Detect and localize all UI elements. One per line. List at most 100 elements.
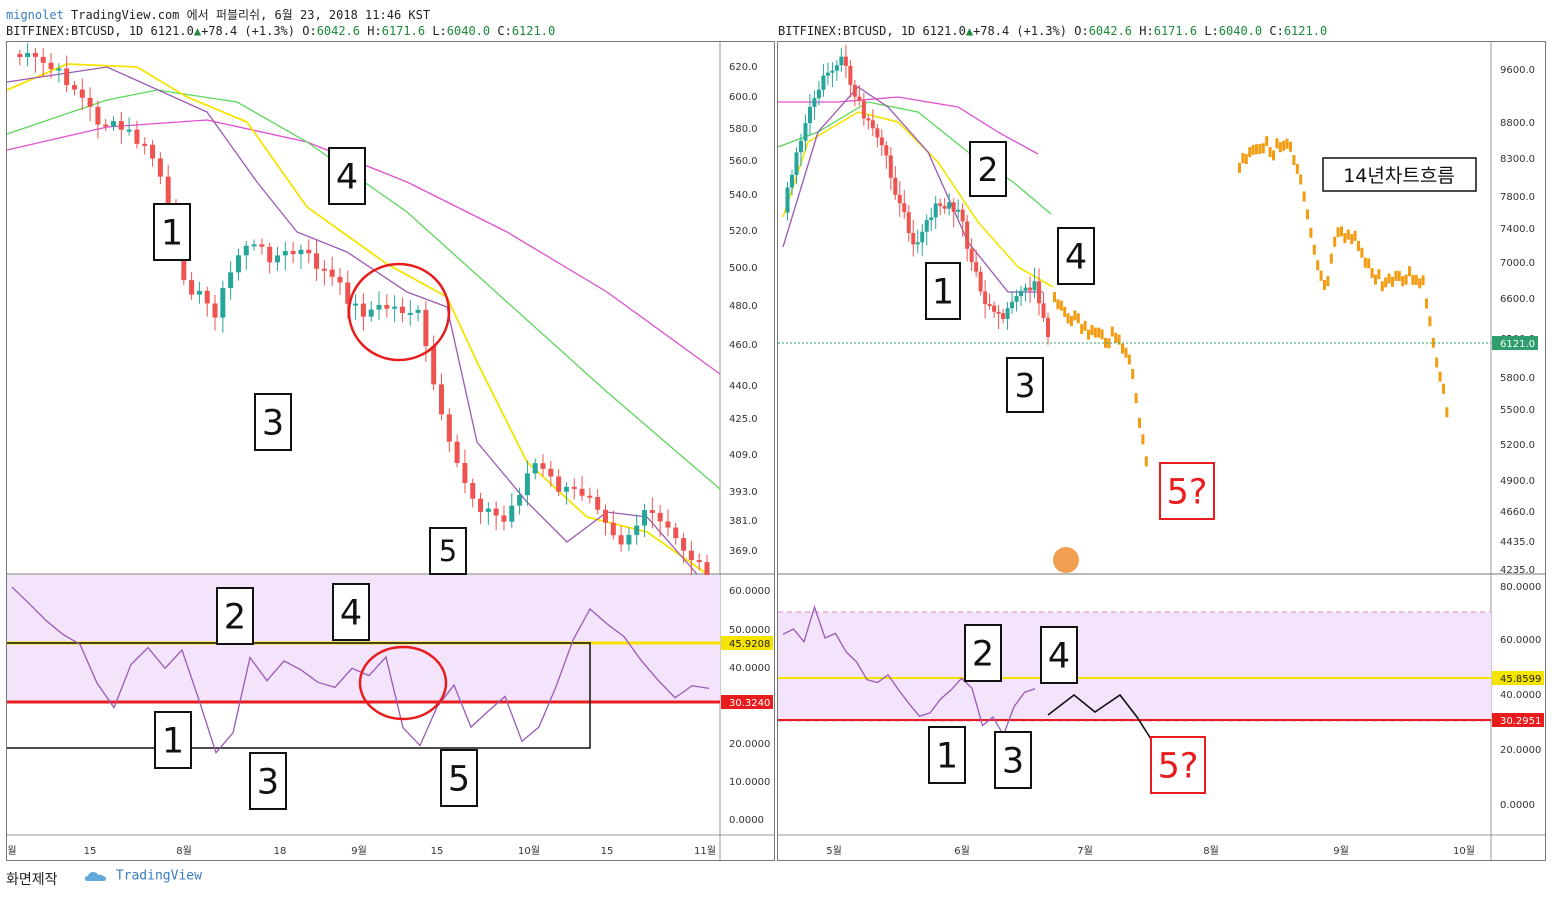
right-price-candle — [942, 205, 947, 209]
left-wave-1-label: 1 — [161, 213, 183, 253]
left-price-candle — [470, 482, 476, 499]
right-projection-bar-b — [1302, 191, 1306, 202]
left-time-axis-tick: 15 — [431, 846, 444, 857]
left-rsi-axis-tick: 50.0000 — [729, 625, 770, 636]
right-projection-bar-b — [1428, 316, 1432, 327]
right-projection-bar-b — [1265, 136, 1269, 147]
left-time-axis-tick: 8월 — [176, 845, 192, 857]
left-wave-3-box — [254, 393, 292, 451]
right-price-candle — [857, 96, 862, 101]
green-ma-line — [7, 89, 721, 490]
left-price-candle — [298, 249, 304, 255]
left-price-candle — [235, 255, 241, 273]
change-right: +78.4 (+1.3%) — [973, 24, 1067, 38]
ohlc-l-label-left: L: — [432, 24, 447, 38]
ohlc-close-left: 6121.0 — [511, 24, 556, 38]
right-projection-bar-b — [1275, 138, 1279, 149]
right-projection-bar-b — [1272, 150, 1275, 161]
right-time-axis-tick: 5월 — [826, 845, 842, 857]
left-price-axis-tick: 381.0 — [729, 516, 758, 527]
left-price-candle — [438, 384, 444, 415]
left-rsi-high-tag — [721, 636, 773, 650]
left-price-candle — [587, 495, 593, 498]
brand-name[interactable]: TradingView — [115, 868, 202, 884]
left-chart-panel[interactable]: 620.0 600.0 580.0 560.0 540.0 520.0 500.0 480.0… — [6, 41, 775, 861]
right-projection-bar-b — [1384, 277, 1388, 288]
right-projection-bar-b — [1289, 141, 1292, 152]
right-projection-bar-b — [1268, 147, 1272, 158]
left-price-candle — [40, 56, 46, 63]
right-chart-svg[interactable]: 9600.0 8800.0 8300.0 7800.0 7400.0 7000.0 6600… — [778, 42, 1545, 860]
right-price-candle — [870, 120, 875, 129]
right-chart-panel[interactable]: 9600.0 8800.0 8300.0 7800.0 7400.0 7000.0 6600… — [777, 41, 1546, 861]
brand[interactable]: TradingView — [84, 868, 202, 884]
right-projection-bar-b — [1374, 274, 1377, 285]
right-price-candle — [978, 271, 983, 292]
right-price-candle — [834, 65, 839, 71]
left-price-axis-tick: 409.0 — [729, 450, 758, 461]
right-price-candle — [825, 72, 830, 76]
right-projection-bar-a — [1053, 292, 1056, 303]
right-rsi-axis-tick: 80.0000 — [1500, 582, 1541, 593]
left-time-axis-tick: 10월 — [518, 845, 540, 857]
left-rsi-wave-3-box — [249, 752, 287, 810]
right-projection-bar-b — [1282, 140, 1286, 151]
ohlc-h-label-left: H: — [367, 24, 382, 38]
right-price-candle — [951, 202, 956, 212]
right-price-tag-value: 6121.0 — [1500, 339, 1535, 350]
right-price-candle — [933, 203, 938, 218]
right-projection-bar-b — [1445, 407, 1449, 418]
right-projection-bar-a — [1121, 343, 1124, 354]
right-rsi-high-tag — [1492, 671, 1544, 685]
left-rsi-low-value: 30.3240 — [729, 698, 770, 709]
right-rsi-band — [778, 612, 1491, 721]
ohlc-c-label-right: C: — [1269, 24, 1284, 38]
right-price-candle — [879, 137, 884, 146]
yellow-ma-line — [7, 63, 708, 575]
left-rsi-range-box — [7, 642, 591, 749]
left-price-candle — [251, 244, 257, 247]
ohlc-open-right: 6042.6 — [1088, 24, 1133, 38]
left-price-candle — [157, 158, 163, 177]
left-price-candle — [657, 512, 663, 522]
publisher-name[interactable]: mignolet — [6, 8, 64, 22]
up-arrow-icon: ▲ — [193, 24, 202, 38]
right-projection-bar-a — [1100, 329, 1104, 340]
right-price-candle — [893, 177, 898, 195]
right-price-candle — [884, 145, 889, 156]
right-projection-bar-a — [1107, 338, 1111, 349]
right-rsi-line — [782, 604, 1036, 737]
left-price-candle — [696, 560, 702, 563]
left-wave-5-box — [429, 527, 467, 575]
right-price-candle — [906, 212, 911, 234]
footer: 화면제작 — [6, 869, 58, 889]
right-projection-bar-a — [1059, 300, 1063, 311]
right-projection-bar-b — [1241, 153, 1245, 164]
right-projection-bar-b — [1431, 337, 1435, 348]
left-price-circle — [347, 262, 451, 362]
right-wave-4-label: 4 — [1065, 237, 1087, 277]
right-projection-bar-b — [1333, 236, 1337, 247]
right-projection-bar-b — [1394, 270, 1398, 281]
right-projection-bar-b — [1258, 143, 1262, 154]
right-projection-bar-a — [1144, 456, 1148, 467]
ohlc-c-label-left: C: — [497, 24, 512, 38]
left-price-candle — [95, 106, 101, 125]
left-price-candle — [282, 251, 288, 256]
left-price-candle — [79, 89, 85, 98]
left-chart-svg[interactable]: 620.0 600.0 580.0 560.0 540.0 520.0 500.0 480.0… — [7, 42, 774, 860]
right-projection-bar-b — [1312, 244, 1316, 255]
left-price-candle — [540, 463, 546, 469]
left-price-candle — [399, 306, 405, 314]
right-projection-bar-b — [1316, 260, 1320, 271]
left-price-candle — [360, 303, 366, 317]
left-wave-4-label: 4 — [336, 157, 358, 197]
right-price-axis-tick: 4900.0 — [1500, 476, 1535, 487]
right-price-axis-tick: 8800.0 — [1500, 118, 1535, 129]
left-price-axis-tick: 393.0 — [729, 487, 758, 498]
ohlc-low-left: 6040.0 — [446, 24, 491, 38]
right-projection-bar-a — [1070, 316, 1073, 327]
left-price-axis-tick: 500.0 — [729, 263, 758, 274]
right-rsi-wave-1-box — [928, 726, 966, 784]
right-price-candle — [875, 128, 880, 138]
